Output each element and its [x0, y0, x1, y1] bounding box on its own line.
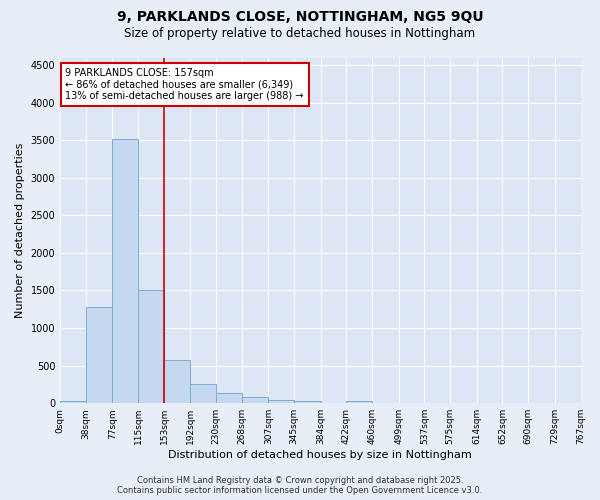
Bar — [242, 397, 268, 403]
Bar — [138, 290, 164, 403]
Bar — [216, 394, 242, 403]
Text: Contains HM Land Registry data © Crown copyright and database right 2025.
Contai: Contains HM Land Registry data © Crown c… — [118, 476, 482, 495]
Bar — [346, 401, 372, 403]
X-axis label: Distribution of detached houses by size in Nottingham: Distribution of detached houses by size … — [169, 450, 472, 460]
Y-axis label: Number of detached properties: Number of detached properties — [15, 142, 25, 318]
Text: Size of property relative to detached houses in Nottingham: Size of property relative to detached ho… — [124, 28, 476, 40]
Text: 9 PARKLANDS CLOSE: 157sqm
← 86% of detached houses are smaller (6,349)
13% of se: 9 PARKLANDS CLOSE: 157sqm ← 86% of detac… — [65, 68, 304, 101]
Bar — [294, 401, 320, 403]
Bar — [112, 138, 138, 403]
Text: 9, PARKLANDS CLOSE, NOTTINGHAM, NG5 9QU: 9, PARKLANDS CLOSE, NOTTINGHAM, NG5 9QU — [116, 10, 484, 24]
Bar — [60, 401, 86, 403]
Bar — [86, 307, 112, 403]
Bar — [268, 400, 294, 403]
Bar — [164, 360, 190, 403]
Bar — [190, 384, 216, 403]
